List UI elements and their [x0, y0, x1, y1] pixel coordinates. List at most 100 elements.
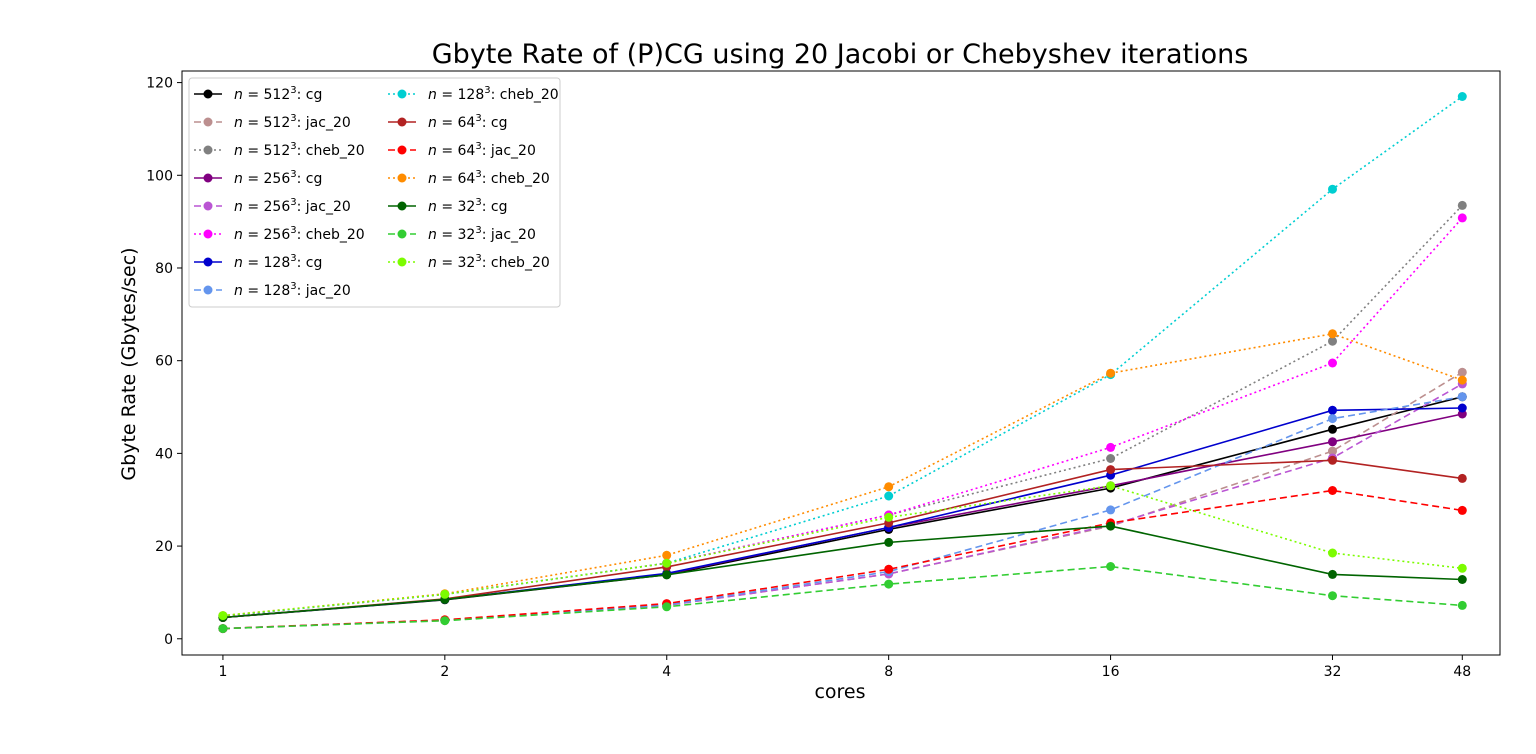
- legend-label: n = 1283: cheb_20: [428, 85, 559, 103]
- data-point: [884, 564, 894, 574]
- legend-box: [188, 77, 561, 308]
- data-point: [662, 602, 672, 612]
- data-point: [1328, 548, 1337, 558]
- data-point: [1457, 200, 1467, 210]
- legend-marker: [397, 257, 407, 267]
- x-tick-label: 32: [1324, 664, 1342, 680]
- data-point: [1457, 505, 1467, 515]
- data-point: [1457, 563, 1467, 573]
- y-tick-label: 80: [155, 261, 173, 277]
- data-point: [1328, 184, 1337, 194]
- data-point: [1106, 465, 1116, 475]
- data-point: [1106, 454, 1116, 463]
- legend-label: n = 5123: cg: [234, 85, 322, 103]
- legend-item: n = 1283: jac_20: [194, 281, 351, 299]
- legend-marker: [203, 173, 213, 183]
- series-line: [222, 396, 1463, 619]
- legend-marker: [203, 145, 213, 155]
- data-point: [1328, 437, 1337, 447]
- x-tick-label: 4: [662, 664, 671, 680]
- data-point: [662, 558, 672, 568]
- legend-marker: [203, 117, 213, 127]
- data-point: [1328, 358, 1337, 368]
- legend-marker: [203, 229, 213, 239]
- data-point: [1328, 329, 1337, 339]
- legend-item: n = 643: cheb_20: [388, 169, 550, 187]
- data-point: [884, 579, 894, 589]
- y-tick-label: 60: [155, 354, 173, 370]
- data-point: [1328, 414, 1337, 424]
- data-point: [1457, 213, 1467, 223]
- x-tick-label: 48: [1453, 664, 1471, 680]
- data-point: [1106, 521, 1116, 531]
- x-tick-label: 16: [1102, 664, 1120, 680]
- data-point: [1328, 455, 1337, 465]
- legend-label: n = 1283: jac_20: [234, 281, 351, 299]
- legend-marker: [397, 173, 407, 183]
- data-point: [1106, 505, 1116, 515]
- data-point: [1328, 336, 1337, 346]
- series-line: [222, 383, 1463, 630]
- y-tick-label: 40: [155, 446, 173, 462]
- legend-marker: [203, 257, 213, 267]
- series-512-cg: [218, 392, 1467, 622]
- legend-item: n = 2563: cg: [194, 169, 322, 187]
- data-point: [1106, 442, 1116, 452]
- data-point: [1106, 562, 1116, 571]
- series-line: [222, 489, 1463, 630]
- y-tick-label: 120: [146, 76, 173, 92]
- data-point: [884, 491, 894, 501]
- series-line: [222, 407, 1463, 619]
- legend-label: n = 643: cheb_20: [428, 169, 550, 187]
- data-point: [1328, 446, 1337, 456]
- legend-marker: [397, 117, 407, 127]
- x-axis-label: cores: [814, 681, 865, 703]
- series-layer: [218, 92, 1467, 634]
- legend-marker: [397, 201, 407, 211]
- series-line: [222, 525, 1463, 619]
- series-line: [222, 371, 1463, 630]
- data-point: [1457, 575, 1467, 584]
- data-point: [1328, 424, 1337, 434]
- data-point: [1457, 367, 1467, 377]
- legend-label: n = 5123: cheb_20: [234, 141, 365, 159]
- legend-label: n = 2563: cheb_20: [234, 225, 365, 243]
- legend-marker: [397, 145, 407, 155]
- series-256-jac_20: [218, 379, 1467, 634]
- y-tick-label: 20: [155, 539, 173, 555]
- data-point: [662, 550, 672, 560]
- data-point: [440, 616, 450, 626]
- data-point: [1328, 591, 1337, 601]
- data-point: [1106, 481, 1116, 491]
- legend-label: n = 323: cheb_20: [428, 253, 550, 271]
- legend-label: n = 2563: cg: [234, 169, 322, 187]
- data-point: [662, 570, 672, 580]
- data-point: [1457, 403, 1467, 413]
- legend-item: n = 5123: cheb_20: [194, 141, 365, 159]
- legend-label: n = 643: jac_20: [428, 141, 536, 159]
- legend-item: n = 1283: cheb_20: [388, 85, 559, 103]
- legend-item: n = 643: cg: [388, 113, 507, 131]
- legend-item: n = 5123: jac_20: [194, 113, 351, 131]
- series-128-jac_20: [218, 392, 1467, 634]
- legend-marker: [203, 201, 213, 211]
- x-tick-label: 1: [218, 664, 227, 680]
- data-point: [1328, 569, 1337, 579]
- legend-item: n = 323: cg: [388, 197, 507, 215]
- x-tick-label: 2: [440, 664, 449, 680]
- data-point: [884, 482, 894, 492]
- legend-label: n = 2563: jac_20: [234, 197, 351, 215]
- legend-item: n = 1283: cg: [194, 253, 322, 271]
- data-point: [1106, 368, 1116, 378]
- legend-marker: [203, 285, 213, 295]
- series-256-cg: [218, 409, 1467, 622]
- series-64-jac_20: [218, 486, 1467, 634]
- data-point: [1457, 375, 1467, 385]
- data-point: [1328, 486, 1337, 495]
- series-line: [222, 484, 1463, 617]
- legend-item: n = 323: jac_20: [388, 225, 536, 243]
- data-point: [1328, 405, 1337, 415]
- legend-label: n = 643: cg: [428, 113, 507, 131]
- data-point: [218, 624, 228, 634]
- legend-marker: [397, 229, 407, 239]
